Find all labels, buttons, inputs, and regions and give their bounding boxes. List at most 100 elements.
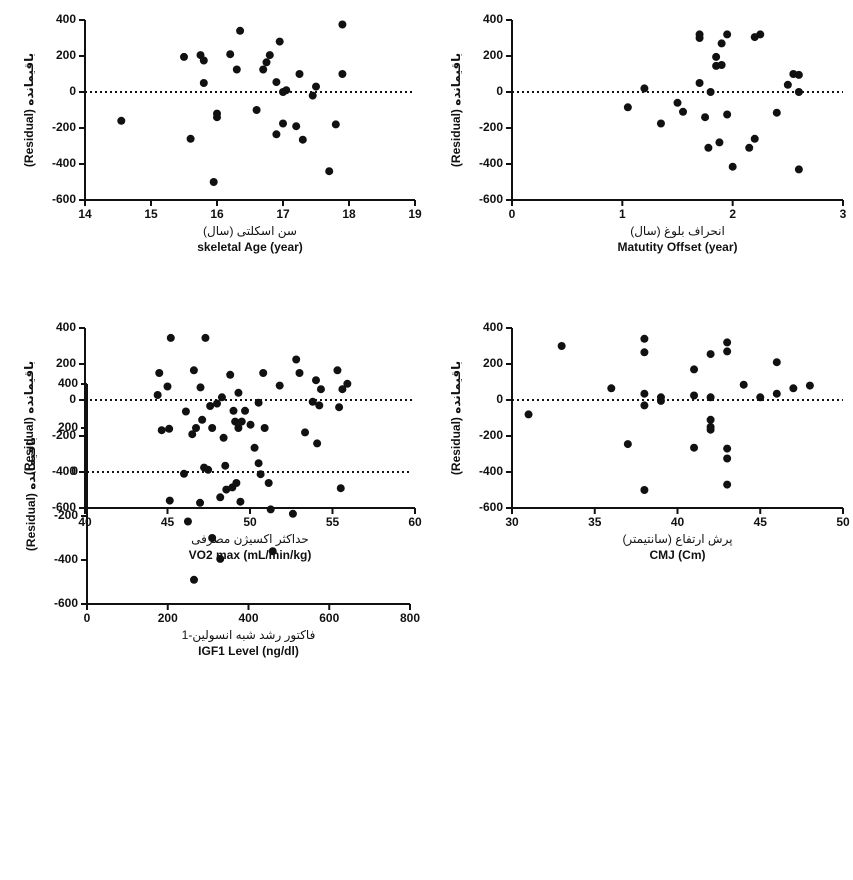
point bbox=[728, 162, 737, 171]
point bbox=[208, 534, 217, 542]
point bbox=[783, 80, 792, 89]
y-axis-label: (Residual) باقیمانده bbox=[22, 361, 36, 475]
point bbox=[180, 52, 188, 61]
point bbox=[679, 107, 688, 116]
x-axis-label: سن اسکلتی (سال) bbox=[203, 224, 297, 239]
x-tick-label: 45 bbox=[161, 515, 175, 529]
point bbox=[234, 388, 243, 397]
point bbox=[252, 106, 261, 114]
point bbox=[254, 459, 263, 468]
x-tick-label: 0 bbox=[509, 207, 516, 221]
point bbox=[237, 417, 246, 426]
point bbox=[222, 485, 231, 494]
point bbox=[301, 428, 310, 437]
point bbox=[312, 376, 320, 385]
point bbox=[272, 130, 281, 139]
point bbox=[690, 391, 699, 400]
point bbox=[333, 366, 342, 375]
point bbox=[213, 113, 221, 122]
point bbox=[745, 143, 754, 152]
point bbox=[717, 61, 726, 69]
x-tick-label: 35 bbox=[588, 515, 602, 529]
y-tick-label: -400 bbox=[54, 552, 78, 566]
x-tick-label: 19 bbox=[408, 207, 422, 221]
point bbox=[265, 51, 274, 60]
x-tick-label: 2 bbox=[729, 207, 736, 221]
y-tick-label: -600 bbox=[52, 500, 76, 514]
y-tick-label: -600 bbox=[54, 596, 78, 610]
point bbox=[259, 65, 268, 74]
y-tick-label: 0 bbox=[69, 84, 76, 98]
x-tick-label: 15 bbox=[144, 207, 158, 221]
point bbox=[640, 401, 649, 410]
x-tick-label: 200 bbox=[158, 611, 178, 625]
point bbox=[295, 369, 304, 377]
x-tick-label: 14 bbox=[78, 207, 92, 221]
point bbox=[706, 393, 715, 402]
point bbox=[772, 108, 781, 117]
point bbox=[623, 440, 632, 449]
point bbox=[208, 424, 217, 432]
point bbox=[316, 385, 325, 394]
point bbox=[166, 333, 175, 342]
point bbox=[557, 342, 566, 350]
point bbox=[201, 333, 210, 342]
y-tick-label: 200 bbox=[483, 356, 503, 370]
point bbox=[219, 433, 228, 442]
y-tick-label: -200 bbox=[479, 120, 503, 134]
point bbox=[308, 91, 317, 100]
x-axis-label: فاکتور رشد شبه انسولین-1 bbox=[182, 628, 316, 643]
point bbox=[260, 424, 269, 432]
point bbox=[262, 58, 271, 67]
point bbox=[204, 465, 213, 474]
point bbox=[153, 391, 162, 399]
y-tick-label: 400 bbox=[483, 12, 503, 26]
y-tick-label: 0 bbox=[71, 464, 78, 478]
x-tick-label: 18 bbox=[342, 207, 356, 221]
point bbox=[723, 480, 732, 489]
point bbox=[232, 479, 241, 487]
x-tick-label: 1 bbox=[619, 207, 626, 221]
y-axis-label: (Residual) باقیمانده bbox=[24, 437, 38, 551]
point bbox=[226, 50, 235, 59]
y-axis-label: (Residual) باقیمانده bbox=[22, 53, 36, 167]
point bbox=[163, 382, 172, 391]
x-axis-label: Matutity Offset (year) bbox=[617, 240, 737, 254]
x-axis-label: انحراف بلوغ (سال) bbox=[630, 224, 725, 239]
point bbox=[217, 393, 226, 402]
y-tick-label: 200 bbox=[56, 356, 76, 370]
point bbox=[234, 424, 243, 432]
point bbox=[229, 406, 238, 415]
point bbox=[640, 334, 649, 343]
point bbox=[338, 20, 347, 29]
x-axis-label: VO2 max (mL/min/kg) bbox=[189, 548, 312, 562]
point bbox=[275, 37, 284, 46]
point bbox=[250, 443, 259, 452]
point bbox=[723, 347, 732, 356]
point bbox=[312, 82, 320, 91]
point bbox=[155, 369, 164, 377]
point bbox=[279, 119, 287, 128]
x-tick-label: 40 bbox=[671, 515, 685, 529]
point bbox=[315, 401, 324, 410]
y-tick-label: -400 bbox=[52, 464, 76, 478]
y-tick-label: -600 bbox=[479, 500, 503, 514]
point bbox=[196, 498, 205, 507]
point bbox=[266, 505, 275, 514]
point bbox=[723, 444, 732, 453]
point bbox=[282, 86, 291, 95]
point bbox=[268, 547, 277, 556]
point bbox=[706, 350, 715, 359]
y-tick-label: 0 bbox=[69, 392, 76, 406]
x-tick-label: 3 bbox=[840, 207, 847, 221]
point bbox=[712, 52, 721, 61]
point bbox=[189, 575, 198, 584]
point bbox=[188, 430, 197, 439]
point bbox=[794, 165, 803, 174]
point bbox=[246, 420, 255, 429]
y-tick-label: 200 bbox=[56, 48, 76, 62]
x-tick-label: 800 bbox=[400, 611, 420, 625]
point bbox=[706, 88, 715, 96]
point bbox=[673, 98, 682, 107]
point bbox=[640, 84, 649, 93]
